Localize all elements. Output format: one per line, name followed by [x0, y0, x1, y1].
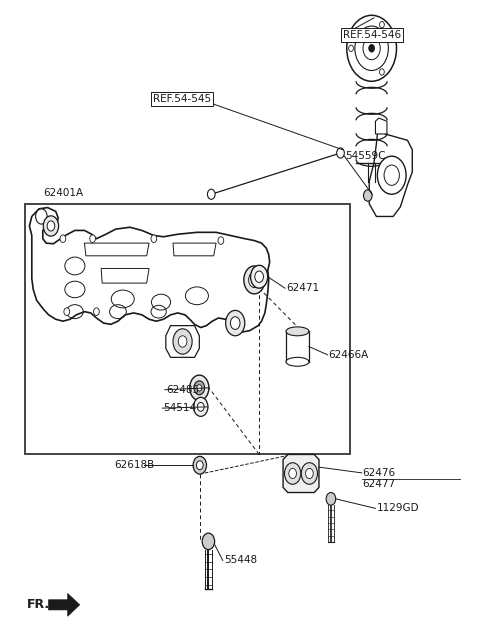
Text: 54559C: 54559C [345, 151, 386, 161]
Polygon shape [375, 118, 387, 134]
Polygon shape [84, 243, 149, 256]
Circle shape [306, 468, 313, 478]
Circle shape [377, 156, 406, 194]
Circle shape [60, 235, 66, 242]
Circle shape [380, 69, 384, 75]
Text: 1129GD: 1129GD [376, 503, 419, 513]
Text: 62476: 62476 [362, 468, 396, 478]
Text: 62401A: 62401A [43, 188, 83, 198]
Circle shape [47, 221, 55, 231]
Circle shape [369, 45, 374, 52]
Circle shape [197, 385, 202, 391]
Circle shape [36, 209, 47, 224]
Circle shape [336, 148, 344, 158]
Polygon shape [369, 121, 412, 216]
Bar [24, 204, 350, 455]
Circle shape [43, 216, 59, 236]
Circle shape [347, 15, 396, 81]
Bar [286, 331, 309, 362]
Circle shape [380, 22, 384, 28]
Text: REF.54-545: REF.54-545 [153, 94, 211, 104]
Circle shape [363, 190, 372, 201]
Polygon shape [29, 207, 270, 332]
Circle shape [348, 45, 353, 52]
Circle shape [289, 468, 297, 478]
Circle shape [178, 336, 187, 347]
Circle shape [90, 235, 96, 242]
Circle shape [326, 492, 336, 505]
Polygon shape [283, 455, 319, 492]
Text: 62485: 62485 [166, 385, 199, 395]
Polygon shape [166, 326, 199, 357]
Circle shape [197, 403, 204, 411]
Circle shape [285, 463, 301, 484]
Circle shape [207, 189, 215, 199]
Circle shape [218, 237, 224, 244]
Circle shape [244, 266, 265, 294]
Polygon shape [173, 243, 216, 256]
Polygon shape [48, 593, 80, 616]
Circle shape [355, 26, 388, 71]
Circle shape [363, 37, 380, 60]
Text: 54514: 54514 [163, 403, 196, 413]
Text: 55448: 55448 [224, 555, 257, 565]
Text: REF.54-546: REF.54-546 [343, 30, 401, 40]
Text: 62618B: 62618B [115, 460, 155, 470]
Ellipse shape [286, 357, 309, 366]
Circle shape [193, 398, 208, 417]
Circle shape [193, 457, 206, 474]
Circle shape [151, 235, 157, 242]
Ellipse shape [286, 327, 309, 336]
Text: FR.: FR. [27, 598, 50, 611]
Circle shape [190, 375, 209, 401]
Circle shape [64, 308, 70, 315]
Circle shape [384, 165, 399, 185]
Circle shape [255, 271, 264, 282]
Circle shape [196, 461, 203, 469]
Text: 62471: 62471 [286, 283, 319, 293]
Circle shape [301, 463, 318, 484]
Polygon shape [101, 268, 149, 283]
Circle shape [94, 308, 99, 315]
Text: 62477: 62477 [362, 480, 396, 489]
Text: 62466A: 62466A [328, 350, 369, 360]
Circle shape [249, 272, 260, 287]
Circle shape [194, 381, 204, 395]
Circle shape [173, 329, 192, 354]
Circle shape [202, 533, 215, 550]
Circle shape [226, 310, 245, 336]
Circle shape [230, 317, 240, 329]
Circle shape [251, 265, 268, 288]
